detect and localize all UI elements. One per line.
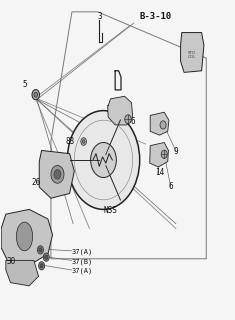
Circle shape [37,246,43,254]
Text: NSS: NSS [103,206,117,215]
Text: 30: 30 [6,257,15,266]
Circle shape [34,92,38,97]
Text: STD
COL: STD COL [187,51,196,59]
Text: 9: 9 [173,147,178,156]
Circle shape [91,142,116,178]
Polygon shape [1,209,53,267]
Circle shape [67,111,140,209]
Text: 6: 6 [169,182,173,191]
Circle shape [39,262,45,270]
Text: 14: 14 [155,168,164,177]
Circle shape [43,253,49,261]
Circle shape [160,121,166,129]
Ellipse shape [16,222,33,251]
Polygon shape [150,142,168,167]
Polygon shape [39,150,74,198]
Circle shape [82,140,85,143]
Text: 37(B): 37(B) [72,258,93,265]
Circle shape [161,150,167,158]
Text: 26: 26 [31,179,41,188]
Text: 6: 6 [130,117,135,126]
Circle shape [32,90,39,100]
Text: 83: 83 [66,137,75,146]
Text: 37(A): 37(A) [72,249,93,255]
Polygon shape [108,96,133,125]
Circle shape [54,170,61,179]
Circle shape [45,255,48,260]
Text: 5: 5 [22,80,27,89]
Polygon shape [150,112,169,135]
Text: B-3-10: B-3-10 [140,12,172,21]
Text: 3: 3 [98,12,102,21]
Circle shape [51,165,64,183]
Text: 37(A): 37(A) [72,268,93,274]
Circle shape [40,264,43,268]
Circle shape [125,115,131,124]
Circle shape [39,248,42,252]
Text: 12: 12 [105,105,114,114]
Polygon shape [180,33,204,72]
Circle shape [81,138,86,145]
Polygon shape [6,260,39,286]
